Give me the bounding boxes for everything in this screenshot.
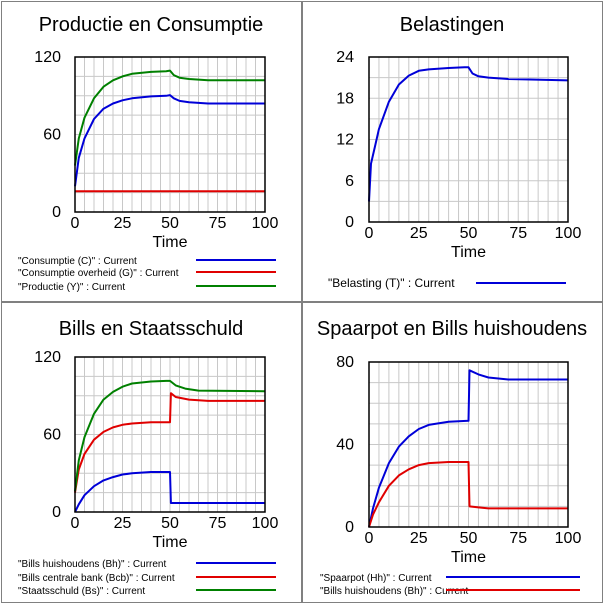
x-axis-label: Time [153, 234, 188, 251]
legend-label: "Consumptie (C)" : Current [18, 256, 137, 267]
plot-area [368, 56, 569, 223]
series-line-2 [74, 392, 265, 493]
chart-panel-4: Spaarpot en Bills huishoudens 0 40 80 0 25 50 7… [302, 302, 603, 603]
x-tick-label: 25 [410, 225, 428, 242]
y-tick-label: 0 [52, 504, 61, 521]
x-tick-label: 0 [365, 225, 374, 242]
x-tick-label: 75 [209, 215, 227, 232]
legend-label: "Consumptie overheid (G)" : Current [18, 268, 179, 279]
legend-label: "Bills centrale bank (Bcb)" : Current [18, 573, 175, 584]
legend: "Spaarpot (Hh)" : Current "Bills huishoud… [320, 573, 580, 597]
chart-title: Bills en Staatsschuld [59, 318, 244, 340]
y-tick-label: 18 [336, 90, 354, 107]
x-tick-label: 0 [71, 215, 80, 232]
x-tick-label: 0 [365, 530, 374, 547]
chart-panel-1: Productie en Consumptie 0 60 120 0 25 50 75 100 T… [1, 1, 302, 302]
x-tick-label: 0 [71, 515, 80, 532]
y-tick-label: 0 [52, 204, 61, 221]
x-axis-label: Time [153, 534, 188, 551]
x-tick-label: 50 [460, 530, 478, 547]
y-tick-label: 12 [336, 132, 354, 149]
panel-frame [302, 1, 603, 302]
series-line-1 [368, 369, 568, 528]
y-tick-label: 60 [43, 127, 61, 144]
legend: "Bills huishoudens (Bh)" : Current "Bills… [18, 559, 276, 597]
series-line-1 [74, 94, 265, 187]
series-line-2 [368, 461, 568, 528]
legend: "Consumptie (C)" : Current"Consumptie ov… [18, 256, 276, 293]
x-tick-label: 50 [161, 215, 179, 232]
legend-label: "Spaarpot (Hh)" : Current [320, 573, 432, 584]
plot-area [74, 356, 266, 513]
y-tick-label: 60 [43, 427, 61, 444]
chart-panel-2: Belastingen 0 6 12 18 24 0 25 50 75 100 Time "Belast… [302, 1, 603, 302]
chart-title: Productie en Consumptie [39, 14, 264, 36]
y-tick-label: 0 [345, 519, 354, 536]
y-tick-label: 120 [34, 49, 61, 66]
plot-area [368, 361, 569, 528]
y-tick-label: 0 [345, 214, 354, 231]
panel-frame [302, 302, 603, 603]
x-tick-label: 100 [252, 215, 279, 232]
x-tick-label: 100 [555, 225, 582, 242]
x-tick-label: 25 [410, 530, 428, 547]
x-tick-label: 25 [114, 515, 132, 532]
legend-label: "Belasting (T)" : Current [328, 276, 455, 290]
x-tick-label: 50 [161, 515, 179, 532]
y-tick-label: 24 [336, 49, 354, 66]
x-tick-label: 50 [460, 225, 478, 242]
x-tick-label: 75 [209, 515, 227, 532]
y-tick-label: 40 [336, 437, 354, 454]
y-tick-label: 80 [336, 354, 354, 371]
legend-label: "Staatsschuld (Bs)" : Current [18, 586, 145, 597]
x-tick-label: 100 [252, 515, 279, 532]
chart-title: Belastingen [400, 14, 505, 36]
x-axis-label: Time [451, 549, 486, 566]
plot-grid [369, 57, 568, 222]
chart-panel-3: Bills en Staatsschuld 0 60 120 0 25 50 75 100 Tim… [1, 302, 302, 603]
x-tick-label: 75 [509, 530, 527, 547]
x-axis-label: Time [451, 244, 486, 261]
x-tick-label: 100 [555, 530, 582, 547]
legend: "Belasting (T)" : Current [328, 276, 566, 290]
series-line-1 [74, 471, 265, 513]
chart-title: Spaarpot en Bills huishoudens [317, 318, 587, 340]
legend-label: "Bills huishoudens (Bh)" : Current [320, 586, 468, 597]
y-tick-label: 6 [345, 173, 354, 190]
series-line-3 [74, 379, 266, 492]
series-line-3 [74, 69, 265, 166]
series-line-1 [368, 66, 569, 202]
plot-area [74, 56, 266, 213]
x-tick-label: 75 [509, 225, 527, 242]
legend-label: "Productie (Y)" : Current [18, 282, 125, 293]
y-tick-label: 120 [34, 349, 61, 366]
x-tick-label: 25 [114, 215, 132, 232]
legend-label: "Bills huishoudens (Bh)" : Current [18, 559, 166, 570]
